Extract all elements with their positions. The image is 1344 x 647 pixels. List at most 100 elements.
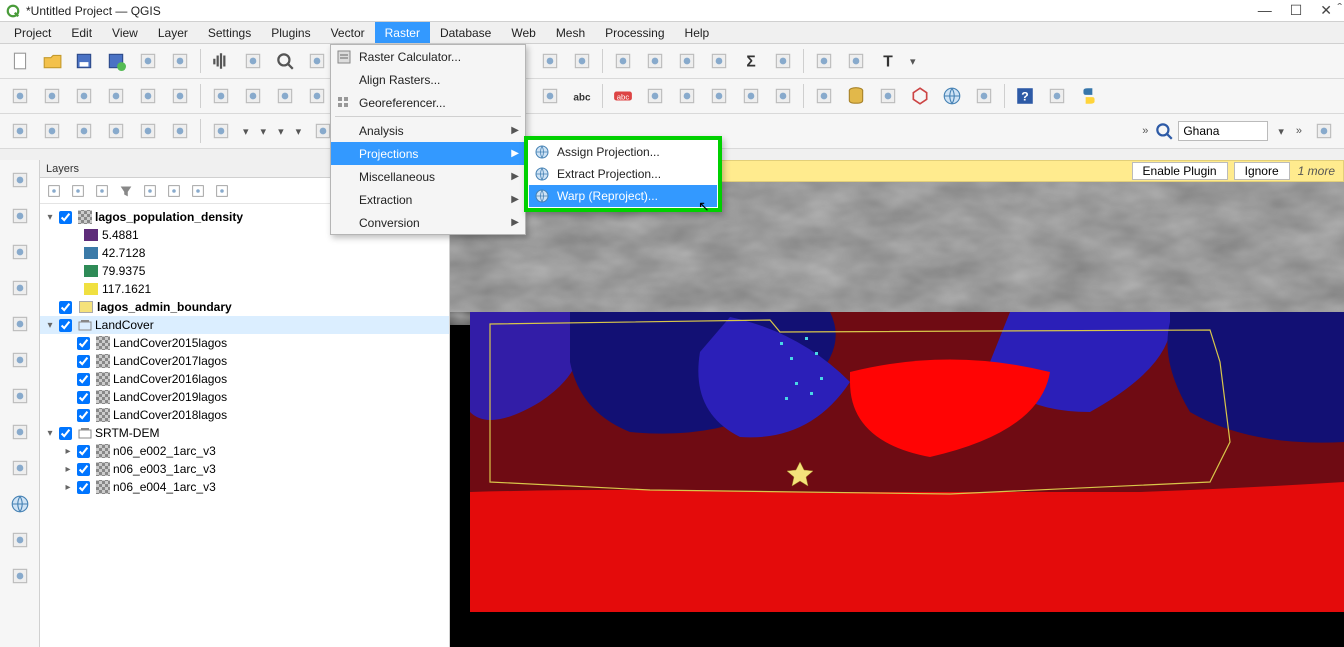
layer-visibility-checkbox[interactable] <box>77 409 90 422</box>
layer-visibility-checkbox[interactable] <box>77 463 90 476</box>
toolbar-select-rect-button[interactable] <box>673 82 701 110</box>
conversion-submenu-item[interactable]: Conversion▶ <box>331 211 525 234</box>
tree-row[interactable]: 42.7128 <box>40 244 449 262</box>
dock-add-csv-button[interactable] <box>6 310 34 338</box>
layer-visibility-checkbox[interactable] <box>77 355 90 368</box>
toolbar-new-shapefile-button[interactable] <box>70 82 98 110</box>
toolbar-snap-button[interactable] <box>6 117 34 145</box>
align-rasters-item[interactable]: Align Rasters... <box>331 68 525 91</box>
toolbar-locate-button[interactable] <box>166 117 194 145</box>
toolbar-save-as-button[interactable] <box>102 47 130 75</box>
toolbar-dropdown-icon[interactable]: ▾ <box>255 125 273 138</box>
tree-row[interactable]: LandCover2018lagos <box>40 406 449 424</box>
layers-toolbar-toggle-visibility-button[interactable] <box>92 181 112 201</box>
toolbar-dropdown-icon[interactable]: ▾ <box>272 125 290 138</box>
tree-expand-icon[interactable]: ▸ <box>62 482 74 493</box>
tree-expand-icon[interactable]: ▾ <box>44 320 56 331</box>
toolbar-calc-button[interactable] <box>810 47 838 75</box>
tree-expand-icon[interactable]: ▸ <box>62 446 74 457</box>
tree-row[interactable]: ▾LandCover <box>40 316 449 334</box>
toolbar-zoom-in-button[interactable] <box>303 47 331 75</box>
toolbar-new-button[interactable] <box>6 47 34 75</box>
toolbar-refresh-button[interactable] <box>609 47 637 75</box>
layers-toolbar-filter-button[interactable] <box>116 181 136 201</box>
overflow-icon[interactable]: » <box>1290 125 1308 137</box>
locator-search-input[interactable] <box>1178 121 1268 141</box>
dock-add-mesh-button[interactable] <box>6 274 34 302</box>
layers-tree[interactable]: ▾lagos_population_density5.488142.712879… <box>40 204 449 647</box>
tree-row[interactable]: ▾SRTM-DEM <box>40 424 449 442</box>
toolbar-open-button[interactable] <box>38 47 66 75</box>
toolbar-dropdown-icon[interactable]: ▾ <box>237 125 255 138</box>
menu-processing[interactable]: Processing <box>595 22 674 43</box>
toolbar-select-free-button[interactable] <box>737 82 765 110</box>
tree-expand-icon[interactable]: ▾ <box>44 212 56 223</box>
warp-reproject-item[interactable]: Warp (Reproject)... <box>529 185 717 207</box>
layer-visibility-checkbox[interactable] <box>77 391 90 404</box>
map-canvas[interactable] <box>450 182 1344 647</box>
tree-row[interactable]: LandCover2019lagos <box>40 388 449 406</box>
scroll-up-icon[interactable]: ˆ <box>1337 0 1342 16</box>
toolbar-sum-button[interactable]: Σ <box>737 47 765 75</box>
layer-visibility-checkbox[interactable] <box>77 337 90 350</box>
layers-toolbar-add-group-button[interactable] <box>68 181 88 201</box>
toolbar-pan2-button[interactable] <box>641 82 669 110</box>
toolbar-stats-button[interactable] <box>769 47 797 75</box>
toolbar-highlight-button[interactable] <box>207 117 235 145</box>
toolbar-pan-button[interactable] <box>207 47 235 75</box>
miscellaneous-submenu-item[interactable]: Miscellaneous▶ <box>331 165 525 188</box>
layer-visibility-checkbox[interactable] <box>77 373 90 386</box>
dock-add-wms-button[interactable] <box>6 346 34 374</box>
assign-projection-item[interactable]: Assign Projection... <box>529 141 717 163</box>
toolbar-trace-button[interactable] <box>70 117 98 145</box>
toolbar-help-button[interactable]: ? <box>1011 82 1039 110</box>
more-warnings-link[interactable]: 1 more <box>1298 164 1335 178</box>
toolbar-redo-button[interactable] <box>536 82 564 110</box>
layer-visibility-checkbox[interactable] <box>59 427 72 440</box>
extract-projection-item[interactable]: Extract Projection... <box>529 163 717 185</box>
toolbar-style-mgr-button[interactable] <box>673 47 701 75</box>
tree-row[interactable]: 79.9375 <box>40 262 449 280</box>
layer-visibility-checkbox[interactable] <box>59 211 72 224</box>
toolbar-new-3d-button[interactable] <box>568 47 596 75</box>
toolbar-scissors-button[interactable] <box>207 82 235 110</box>
dock-add-virtual-button[interactable] <box>6 454 34 482</box>
menu-project[interactable]: Project <box>4 22 61 43</box>
toolbar-chart-button[interactable] <box>1310 117 1338 145</box>
toolbar-hex-button[interactable] <box>906 82 934 110</box>
toolbar-python-button[interactable] <box>1075 82 1103 110</box>
toolbar-move-button[interactable] <box>303 82 331 110</box>
menu-database[interactable]: Database <box>430 22 501 43</box>
layer-visibility-checkbox[interactable] <box>59 301 72 314</box>
menu-mesh[interactable]: Mesh <box>546 22 595 43</box>
enable-plugin-button[interactable]: Enable Plugin <box>1132 162 1228 180</box>
toolbar-ident-button[interactable] <box>874 82 902 110</box>
tree-row[interactable]: LandCover2016lagos <box>40 370 449 388</box>
toolbar-add-point-button[interactable] <box>134 82 162 110</box>
close-button[interactable]: ✕ <box>1320 2 1332 19</box>
toolbar-pan-selection-button[interactable] <box>239 47 267 75</box>
layers-toolbar-expand-button[interactable] <box>140 181 160 201</box>
tree-row[interactable]: ▸n06_e003_1arc_v3 <box>40 460 449 478</box>
layers-toolbar-collapse-button[interactable] <box>164 181 184 201</box>
dock-open-data-button[interactable] <box>6 166 34 194</box>
toolbar-new-print-button[interactable] <box>166 47 194 75</box>
raster-calculator-item[interactable]: Raster Calculator... <box>331 45 525 68</box>
toolbar-tips-button[interactable] <box>842 47 870 75</box>
menu-plugins[interactable]: Plugins <box>261 22 320 43</box>
ignore-button[interactable]: Ignore <box>1234 162 1290 180</box>
toolbar-new-map-button[interactable] <box>536 47 564 75</box>
toolbar-abc-button[interactable]: abc <box>609 82 637 110</box>
layer-visibility-checkbox[interactable] <box>77 481 90 494</box>
toolbar-new-vector-button[interactable] <box>38 82 66 110</box>
dock-new-vector-button[interactable] <box>6 202 34 230</box>
projections-submenu-item[interactable]: Projections▶ <box>331 142 525 165</box>
toolbar-text-button[interactable]: T <box>874 47 902 75</box>
maximize-button[interactable]: ☐ <box>1290 2 1303 19</box>
analysis-submenu-item[interactable]: Analysis▶ <box>331 119 525 142</box>
toolbar-mesh-button[interactable] <box>970 82 998 110</box>
tree-expand-icon[interactable]: ▾ <box>44 428 56 439</box>
tree-row[interactable]: 117.1621 <box>40 280 449 298</box>
toolbar-save-button[interactable] <box>70 47 98 75</box>
dock-add-wfs-button[interactable] <box>6 382 34 410</box>
